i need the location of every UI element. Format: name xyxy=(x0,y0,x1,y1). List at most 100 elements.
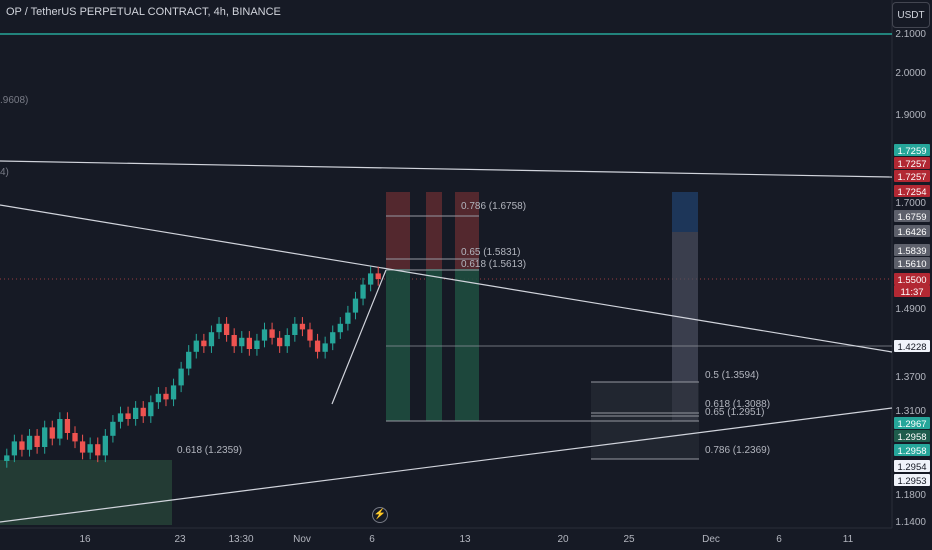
candle-body xyxy=(292,323,298,335)
candle-body xyxy=(231,335,237,347)
candle-body xyxy=(254,340,260,349)
candle-body xyxy=(140,407,146,417)
candle-body xyxy=(155,393,162,403)
x-axis-tick: 25 xyxy=(623,534,635,545)
price-label: 1.2954 xyxy=(897,462,926,473)
candle-body xyxy=(132,407,139,419)
price-label: 1.2958 xyxy=(897,432,926,443)
candle-body xyxy=(330,332,336,344)
price-label: 1.5610 xyxy=(897,259,926,270)
candle-body xyxy=(64,419,71,433)
short-stop-zone xyxy=(455,192,479,269)
candle-body xyxy=(261,329,268,341)
price-label-badge xyxy=(894,244,930,256)
price-label: 1.6426 xyxy=(897,227,926,238)
candle-body xyxy=(307,329,313,341)
long-stop-zone xyxy=(672,192,698,232)
x-axis-tick: Nov xyxy=(293,534,311,545)
trendline xyxy=(331,269,387,405)
price-label-badge xyxy=(894,430,930,442)
edge-price-label: 4) xyxy=(0,167,9,178)
candle-body xyxy=(79,441,86,453)
candle-body xyxy=(208,332,215,347)
price-label-badge xyxy=(894,225,930,237)
y-axis-tick: 1.1800 xyxy=(895,490,926,501)
y-axis-tick: 2.1000 xyxy=(895,29,926,40)
candle-body xyxy=(148,402,154,417)
price-label: 1.7257 xyxy=(897,172,926,183)
candle-body xyxy=(375,273,381,279)
price-label: 1.2953 xyxy=(897,476,926,487)
candle-body xyxy=(95,444,101,456)
lightning-icon[interactable]: ⚡ xyxy=(372,507,388,523)
range-zone xyxy=(0,460,172,525)
y-axis-tick: 1.3100 xyxy=(895,406,926,417)
trendline xyxy=(0,204,893,353)
price-label: 1.2958 xyxy=(897,446,926,457)
candle-body xyxy=(322,343,328,352)
price-label: 1.6759 xyxy=(897,212,926,223)
candle-body xyxy=(284,335,290,347)
candle-body xyxy=(360,284,366,299)
price-label-badge xyxy=(894,474,930,486)
candle-body xyxy=(34,435,40,447)
price-label: 1.7254 xyxy=(897,187,926,198)
x-axis-tick: 11 xyxy=(843,534,854,545)
candle-body xyxy=(170,385,177,400)
x-axis-tick: 6 xyxy=(776,534,782,545)
fib-label: 0.786 (1.2369) xyxy=(705,445,770,456)
fib-label: 0.618 (1.2359) xyxy=(177,445,242,456)
currency-button[interactable]: USDT xyxy=(892,2,930,28)
short-target-zone xyxy=(386,269,410,421)
price-label-badge xyxy=(894,460,930,472)
x-axis-tick: Dec xyxy=(702,534,720,545)
fib-label: 0.65 (1.5831) xyxy=(461,247,521,258)
candle-body xyxy=(337,323,343,333)
candle-body xyxy=(216,323,222,333)
price-label-badge xyxy=(894,257,930,269)
candle-body xyxy=(367,273,374,285)
price-label-badge xyxy=(894,273,930,285)
x-axis-tick: 6 xyxy=(369,534,375,545)
candle-body xyxy=(178,368,184,386)
candle-body xyxy=(11,441,18,456)
edge-price-label: .9608) xyxy=(0,95,29,106)
short-stop-zone xyxy=(386,192,410,269)
symbol-title[interactable]: OP / TetherUS PERPETUAL CONTRACT, 4h, BI… xyxy=(6,6,281,18)
candle-body xyxy=(42,427,48,447)
candle-body xyxy=(186,351,192,369)
fib-label: 0.5 (1.3594) xyxy=(705,370,759,381)
fib-label: 0.786 (1.6758) xyxy=(461,201,526,212)
y-axis-tick: 1.4900 xyxy=(895,304,926,315)
candle-body xyxy=(72,433,78,442)
y-axis-tick: 1.1400 xyxy=(895,517,926,528)
price-label: 1.7259 xyxy=(897,146,926,157)
price-label-badge xyxy=(894,185,930,197)
candle-body xyxy=(87,444,93,453)
candle-body xyxy=(102,435,108,456)
candle-body xyxy=(110,421,116,436)
candle-body xyxy=(345,312,351,324)
candle-body xyxy=(49,427,55,439)
price-label: 1.5839 xyxy=(897,246,926,257)
price-label: 1.4228 xyxy=(897,342,926,353)
y-axis-tick: 1.9000 xyxy=(895,110,926,121)
y-axis-tick: 2.0000 xyxy=(895,68,926,79)
x-axis-tick: 20 xyxy=(557,534,569,545)
price-label-badge xyxy=(894,285,930,297)
short-stop-zone xyxy=(426,192,442,269)
y-axis-tick: 1.7000 xyxy=(895,198,926,209)
price-label: 1.2967 xyxy=(897,419,926,430)
trendline xyxy=(0,407,893,523)
trendline xyxy=(0,160,893,178)
candle-body xyxy=(246,337,253,349)
candle-body xyxy=(299,323,306,330)
candle-body xyxy=(269,329,275,338)
price-label-badge xyxy=(894,340,930,352)
price-label: 1.5500 xyxy=(897,275,926,286)
candle-body xyxy=(277,337,283,347)
candle-body xyxy=(19,441,25,450)
price-label-badge xyxy=(894,210,930,222)
price-label-badge xyxy=(894,444,930,456)
